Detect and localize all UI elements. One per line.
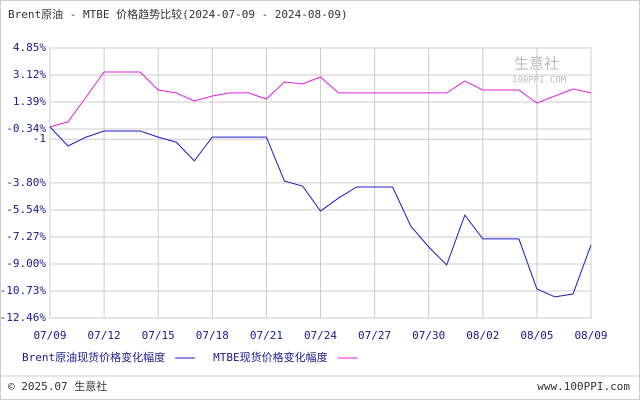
y-tick-label: 4.85% [13, 41, 46, 54]
watermark: 100PPI.COM [512, 76, 567, 86]
x-tick-label: 07/12 [88, 329, 121, 342]
x-tick-label: 08/05 [520, 329, 553, 342]
y-tick-label: -3.80% [6, 176, 46, 189]
x-tick-label: 07/30 [412, 329, 445, 342]
x-tick-label: 07/15 [142, 329, 175, 342]
y-tick-label: 3.12% [13, 68, 46, 81]
footer-right: www.100PPI.com [537, 380, 630, 393]
x-tick-label: 07/21 [250, 329, 283, 342]
legend-label: Brent原油现货价格变化幅度 [22, 350, 165, 364]
y-tick-label: -7.27% [6, 230, 46, 243]
x-tick-label: 07/24 [304, 329, 337, 342]
y-tick-label: -12.46% [0, 311, 46, 324]
chart-title: Brent原油 - MTBE 价格趋势比较(2024-07-09 - 2024-… [8, 7, 348, 21]
series-line [49, 126, 592, 298]
footer-left: © 2025.07 生意社 [8, 379, 107, 393]
x-tick-label: 08/09 [574, 329, 607, 342]
x-tick-label: 07/27 [358, 329, 391, 342]
y-tick-label: -5.54% [6, 203, 46, 216]
series-line [49, 71, 592, 128]
y-tick-label: -10.73% [0, 284, 46, 297]
y-tick-label: 1.39% [13, 95, 46, 108]
x-tick-label: 07/09 [33, 329, 66, 342]
y-tick-label: -0.34% [6, 122, 46, 135]
y-tick-label: -1 [33, 132, 46, 145]
x-tick-label: 07/18 [196, 329, 229, 342]
y-tick-label: -9.00% [6, 257, 46, 270]
x-tick-label: 08/02 [466, 329, 499, 342]
legend-label: MTBE现货价格变化幅度 [213, 350, 328, 364]
